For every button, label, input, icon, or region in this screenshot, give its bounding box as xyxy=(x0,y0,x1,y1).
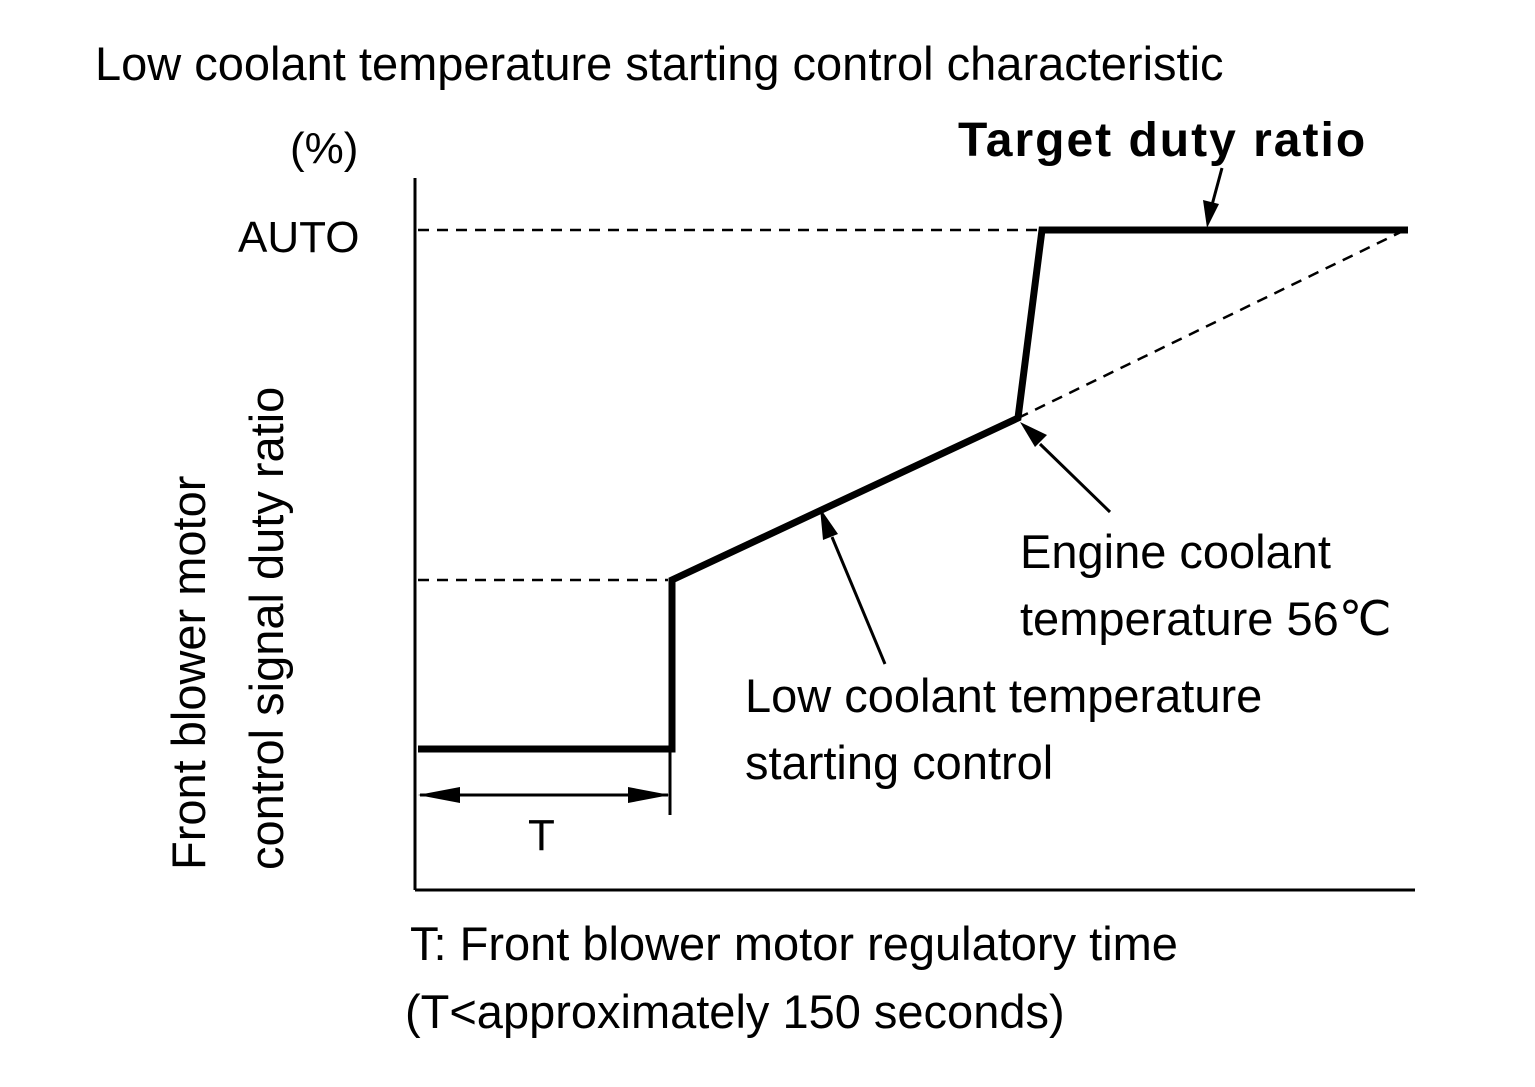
diagram-title: Low coolant temperature starting control… xyxy=(95,37,1224,90)
target-duty-ratio-label: Target duty ratio xyxy=(958,114,1367,167)
engine-coolant-label-line2: temperature 56℃ xyxy=(1020,592,1392,645)
interval-left-arrowhead xyxy=(418,787,460,803)
ramp-extension-guide xyxy=(1017,228,1406,420)
engine-coolant-label-line1: Engine coolant xyxy=(1020,525,1331,578)
low-coolant-control-label-line2: starting control xyxy=(745,736,1053,789)
low-coolant-control-leader xyxy=(830,536,887,665)
low-coolant-control-arrowhead xyxy=(820,508,838,540)
interval-t-label: T xyxy=(528,811,555,860)
footnote-line2: (T<approximately 150 seconds) xyxy=(405,985,1065,1038)
y-axis-label-line2: control signal duty ratio xyxy=(240,387,293,870)
duty-ratio-curve xyxy=(418,226,1408,753)
low-coolant-control-label-line1: Low coolant temperature xyxy=(745,669,1262,722)
target-duty-ratio-arrowhead xyxy=(1203,200,1219,228)
target-duty-ratio-leader xyxy=(1210,167,1224,206)
y-axis-unit: (%) xyxy=(290,124,358,173)
footnote-line1: T: Front blower motor regulatory time xyxy=(410,917,1178,970)
engine-coolant-arrowhead xyxy=(1020,422,1047,447)
engine-coolant-leader xyxy=(1038,442,1112,514)
interval-right-arrowhead xyxy=(628,787,670,803)
y-tick-auto-label: AUTO xyxy=(238,213,359,262)
y-axis-label-line1: Front blower motor xyxy=(162,476,215,870)
